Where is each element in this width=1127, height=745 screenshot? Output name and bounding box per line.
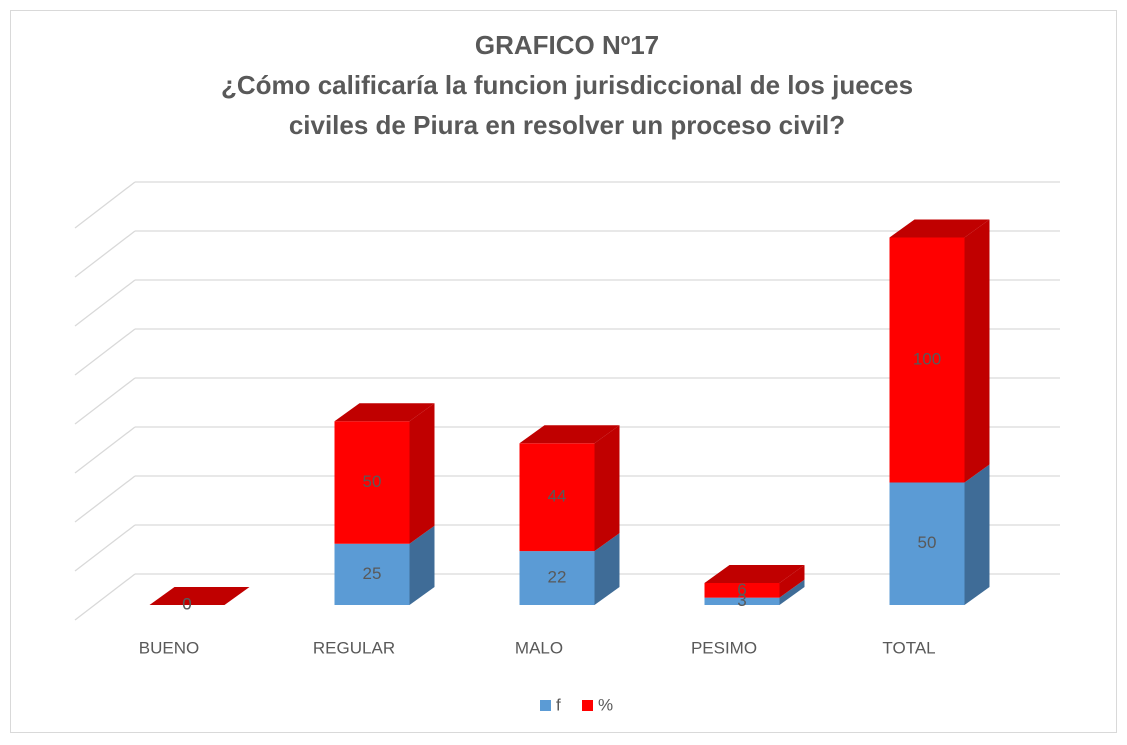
bar-top <box>704 564 805 583</box>
legend-swatch <box>540 700 551 711</box>
grid-line <box>74 426 136 474</box>
chart-title: GRAFICO Nº17 <box>475 30 659 60</box>
data-label: 22 <box>548 568 567 587</box>
bar-side <box>779 564 805 598</box>
data-label: 100 <box>913 349 941 368</box>
grid-line <box>74 279 136 327</box>
bar-side <box>594 533 620 605</box>
grid-line <box>74 181 136 229</box>
data-label: 25 <box>363 564 382 583</box>
bar-side <box>964 464 990 605</box>
bar-side <box>779 579 805 605</box>
bar-top <box>149 587 250 605</box>
x-tick-label: TOTAL <box>882 638 935 657</box>
x-tick-label: REGULAR <box>313 638 395 657</box>
bar <box>334 543 410 605</box>
x-tick-label: MALO <box>515 638 563 657</box>
bar-side <box>594 425 620 552</box>
grid-line <box>74 230 136 278</box>
x-tick-label: PESIMO <box>691 638 757 657</box>
legend-swatch <box>582 700 593 711</box>
chart-subtitle: ¿Cómo calificaría la funcion jurisdiccio… <box>221 70 913 100</box>
legend-label: f <box>556 695 561 714</box>
grid-line <box>74 475 136 523</box>
data-label: 3 <box>737 591 746 610</box>
grid-line <box>74 328 136 376</box>
bar <box>704 597 780 605</box>
bar <box>519 443 595 552</box>
data-label: 50 <box>363 472 382 491</box>
bar <box>889 482 965 605</box>
data-label: 6 <box>737 580 746 599</box>
bar-side <box>964 219 990 483</box>
x-tick-label: BUENO <box>139 638 199 657</box>
data-label: 44 <box>548 487 567 506</box>
chart-subtitle: civiles de Piura en resolver un proceso … <box>289 110 845 140</box>
bar <box>519 551 595 605</box>
bar-top <box>519 425 620 444</box>
grid-line <box>74 524 136 572</box>
data-label: 0 <box>182 594 191 613</box>
bar-top <box>889 219 990 238</box>
grid-line <box>74 573 136 621</box>
data-label: 0 <box>182 594 191 613</box>
legend-label: % <box>598 695 613 714</box>
data-label: 50 <box>918 533 937 552</box>
bar <box>889 237 965 483</box>
bar <box>704 582 780 598</box>
bar-side <box>409 525 435 605</box>
bar <box>334 421 410 544</box>
grid-line <box>74 377 136 425</box>
bar-top <box>334 403 435 422</box>
bar-side <box>409 403 435 544</box>
